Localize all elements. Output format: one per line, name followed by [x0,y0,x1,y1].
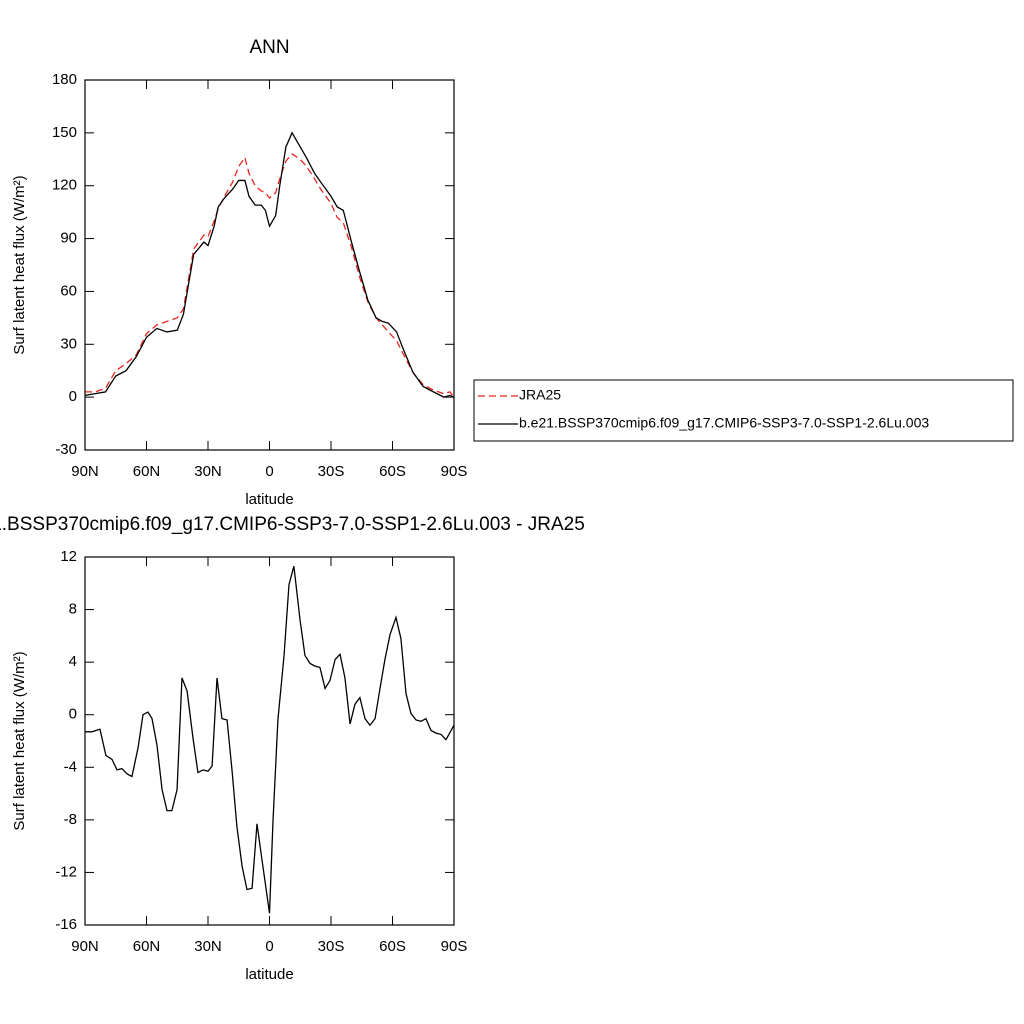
data-line [85,153,455,398]
y-tick-label: -16 [55,916,77,933]
x-tick-label: 30N [194,938,222,955]
x-tick-label: 30N [194,463,222,480]
chart-title: ANN [249,37,289,58]
data-line [84,131,455,398]
y-axis-label: Surf latent heat flux (W/m²) [11,175,28,354]
y-axis-label: Surf latent heat flux (W/m²) [11,651,28,830]
y-tick-label: 120 [52,177,77,194]
legend-box [473,379,1014,442]
x-tick-label: 90N [71,463,99,480]
y-tick-label: -4 [64,758,77,775]
y-tick-label: 0 [69,706,77,723]
x-tick-label: 30S [318,463,345,480]
y-tick-label: 150 [52,124,77,141]
chart-title: b.e21.BSSP370cmip6.f09_g17.CMIP6-SSP3-7.… [0,514,585,535]
legend-label: b.e21.BSSP370cmip6.f09_g17.CMIP6-SSP3-7.… [519,415,929,431]
x-tick-label: 60S [379,463,406,480]
x-axis-label: latitude [245,491,293,508]
x-tick-label: 60N [133,938,161,955]
y-tick-label: 12 [60,548,77,565]
plot-frame [84,79,455,451]
y-tick-label: -12 [55,863,77,880]
y-tick-label: 30 [60,335,77,352]
y-tick-label: -30 [55,441,77,458]
y-tick-label: 8 [69,601,77,618]
legend-label: JRA25 [519,387,561,403]
x-tick-label: 90S [441,463,468,480]
x-tick-label: 0 [265,938,273,955]
x-tick-label: 90S [441,938,468,955]
y-tick-label: 90 [60,230,77,247]
x-axis-label: latitude [245,966,293,983]
x-tick-label: 60S [379,938,406,955]
y-tick-label: 0 [69,388,77,405]
y-tick-label: 4 [69,653,77,670]
y-tick-label: 180 [52,71,77,88]
x-tick-label: 90N [71,938,99,955]
x-tick-label: 0 [265,463,273,480]
x-tick-label: 60N [133,463,161,480]
data-line [85,566,455,914]
y-tick-label: -8 [64,811,77,828]
x-tick-label: 30S [318,938,345,955]
plot-frame [84,556,455,926]
y-tick-label: 60 [60,282,77,299]
